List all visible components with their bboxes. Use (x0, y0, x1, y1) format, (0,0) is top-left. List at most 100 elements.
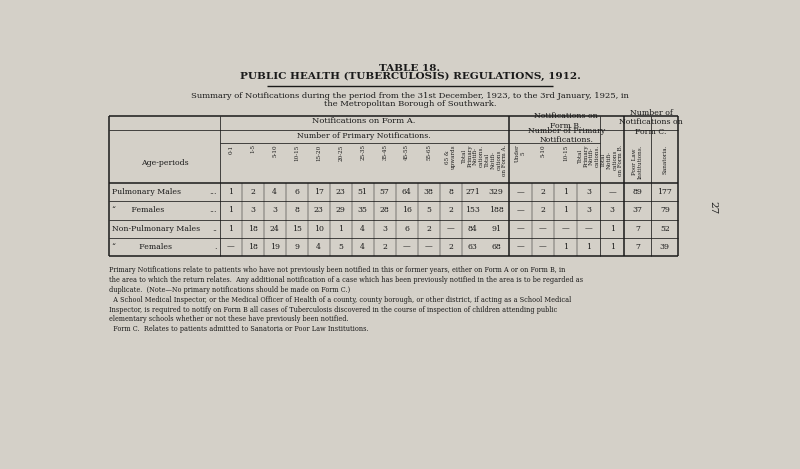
Text: —: — (516, 242, 524, 250)
Text: 3: 3 (382, 225, 387, 233)
Text: 23: 23 (314, 206, 324, 214)
Text: 9: 9 (294, 242, 299, 250)
Text: 3: 3 (272, 206, 277, 214)
Text: 2: 2 (382, 242, 387, 250)
Text: 84: 84 (468, 225, 478, 233)
Text: Pulmonary Males: Pulmonary Males (112, 189, 181, 197)
Text: ..: .. (212, 225, 217, 233)
Text: —: — (403, 242, 410, 250)
Text: 271: 271 (466, 189, 480, 197)
Text: 4: 4 (316, 242, 321, 250)
Text: 68: 68 (491, 242, 501, 250)
Text: Sanatoria.: Sanatoria. (662, 144, 667, 174)
Text: 188: 188 (489, 206, 503, 214)
Text: 2: 2 (250, 189, 255, 197)
Text: ...: ... (210, 189, 217, 197)
Text: 3: 3 (610, 206, 614, 214)
Text: 51: 51 (358, 189, 368, 197)
Text: 329: 329 (489, 189, 504, 197)
Text: Notifications on
Form B.: Notifications on Form B. (534, 113, 598, 130)
Text: 4: 4 (360, 225, 365, 233)
Text: 5-10: 5-10 (541, 144, 546, 157)
Text: Non-Pulmonary Males: Non-Pulmonary Males (112, 225, 200, 233)
Text: 29: 29 (336, 206, 346, 214)
Text: 2: 2 (448, 242, 454, 250)
Text: Form C.  Relates to patients admitted to Sanatoria or Poor Law Institutions.: Form C. Relates to patients admitted to … (110, 325, 369, 333)
Text: 37: 37 (633, 206, 642, 214)
Text: Notifications on Form A.: Notifications on Form A. (313, 117, 416, 125)
Text: 17: 17 (314, 189, 324, 197)
Text: TABLE 18.: TABLE 18. (379, 64, 441, 73)
Text: elementary schools whether or not these have previously been notified.: elementary schools whether or not these … (110, 316, 349, 324)
Text: 16: 16 (402, 206, 412, 214)
Text: —: — (425, 242, 433, 250)
Text: 0-1: 0-1 (228, 144, 233, 153)
Text: 1: 1 (563, 206, 569, 214)
Text: 3: 3 (586, 206, 591, 214)
Text: 39: 39 (660, 242, 670, 250)
Text: 15-20: 15-20 (316, 144, 322, 161)
Text: 1: 1 (610, 225, 614, 233)
Text: Age-periods: Age-periods (141, 159, 188, 167)
Text: —: — (516, 225, 524, 233)
Text: 2: 2 (448, 206, 454, 214)
Text: 38: 38 (424, 189, 434, 197)
Text: 1-5: 1-5 (250, 144, 255, 153)
Text: Total
Notifi-
cations
on Form A.: Total Notifi- cations on Form A. (486, 144, 507, 176)
Text: 7: 7 (635, 225, 640, 233)
Text: 1: 1 (610, 242, 614, 250)
Text: 52: 52 (660, 225, 670, 233)
Text: Total
Notifi-
cations
on Form B.: Total Notifi- cations on Form B. (602, 144, 623, 176)
Text: ...: ... (210, 206, 217, 214)
Text: Inspector, is required to notify on Form B all cases of Tuberculosis discovered : Inspector, is required to notify on Form… (110, 305, 558, 314)
Text: Primary Notifications relate to patients who have not previously been notified i: Primary Notifications relate to patients… (110, 266, 566, 274)
Text: the area to which the return relates.  Any additional notification of a case whi: the area to which the return relates. An… (110, 276, 583, 284)
Text: 5-10: 5-10 (272, 144, 277, 157)
Text: 2: 2 (541, 189, 546, 197)
Text: 8: 8 (294, 206, 299, 214)
Text: 1: 1 (563, 242, 569, 250)
Text: —: — (585, 225, 593, 233)
Text: 6: 6 (294, 189, 299, 197)
Text: 5: 5 (426, 206, 431, 214)
Text: 7: 7 (635, 242, 640, 250)
Text: the Metropolitan Borough of Southwark.: the Metropolitan Borough of Southwark. (324, 100, 496, 108)
Text: 19: 19 (270, 242, 280, 250)
Text: 18: 18 (248, 242, 258, 250)
Text: Total
Primary
Notifi-
cations.: Total Primary Notifi- cations. (462, 144, 484, 167)
Text: 153: 153 (466, 206, 480, 214)
Text: Number of Primary
Notifications.: Number of Primary Notifications. (528, 127, 605, 144)
Text: 89: 89 (633, 189, 642, 197)
Text: Number of
Notifications on
Form C.: Number of Notifications on Form C. (619, 108, 683, 136)
Text: 45-55: 45-55 (404, 144, 410, 160)
Text: 10-15: 10-15 (563, 144, 569, 161)
Text: 15: 15 (292, 225, 302, 233)
Text: 91: 91 (491, 225, 501, 233)
Text: 35-45: 35-45 (382, 144, 387, 160)
Text: 20-25: 20-25 (338, 144, 343, 161)
Text: 63: 63 (468, 242, 478, 250)
Text: 1: 1 (586, 242, 591, 250)
Text: 2: 2 (426, 225, 431, 233)
Text: 65 &
upwards: 65 & upwards (446, 144, 456, 169)
Text: Number of Primary Notifications.: Number of Primary Notifications. (298, 131, 431, 140)
Text: —: — (226, 242, 234, 250)
Text: 4: 4 (272, 189, 277, 197)
Text: 10-15: 10-15 (294, 144, 299, 161)
Text: —: — (447, 225, 454, 233)
Text: 1: 1 (228, 206, 233, 214)
Text: 8: 8 (448, 189, 454, 197)
Text: duplicate.  (Note—No primary notifications should be made on Form C.): duplicate. (Note—No primary notification… (110, 286, 350, 294)
Text: Under
5: Under 5 (514, 144, 526, 162)
Text: 1: 1 (228, 189, 233, 197)
Text: 57: 57 (380, 189, 390, 197)
Text: —: — (516, 189, 524, 197)
Text: 177: 177 (658, 189, 672, 197)
Text: 10: 10 (314, 225, 324, 233)
Text: Summary of Notifications during the period from the 31st December, 1923, to the : Summary of Notifications during the peri… (191, 92, 629, 100)
Text: 27: 27 (708, 201, 717, 215)
Text: 1: 1 (563, 189, 569, 197)
Text: Poor Law
Institutions.: Poor Law Institutions. (632, 144, 643, 179)
Text: —: — (516, 206, 524, 214)
Text: “   Females: “ Females (112, 242, 172, 250)
